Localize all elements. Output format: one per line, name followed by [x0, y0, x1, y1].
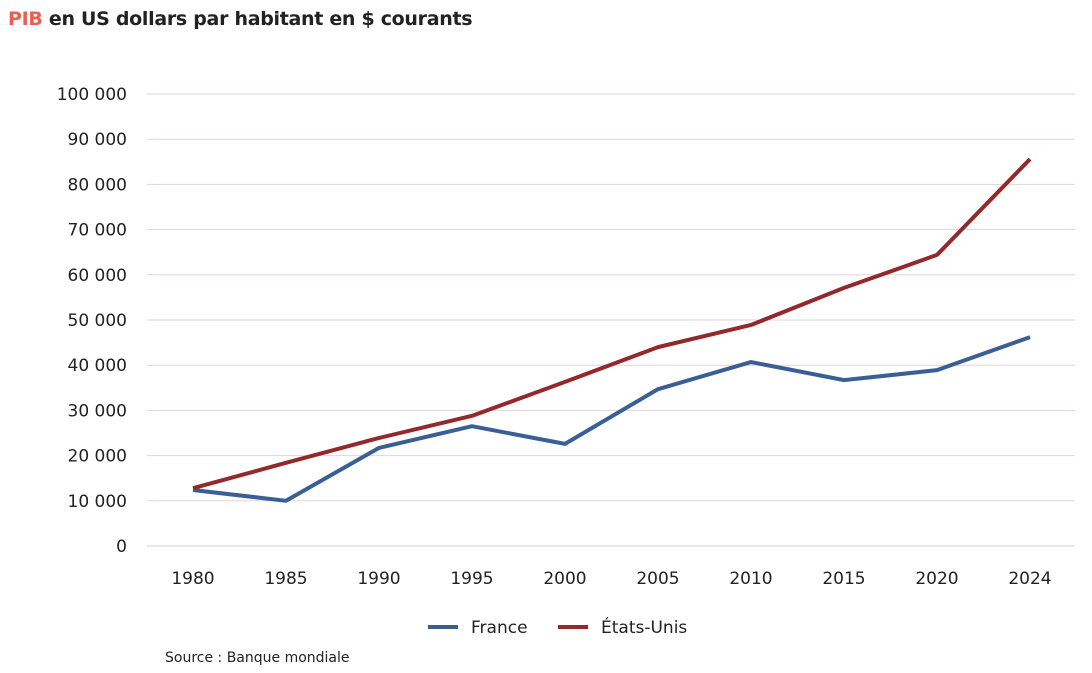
x-tick-label: 1980 [171, 569, 214, 589]
y-tick-label: 10 000 [68, 492, 127, 512]
y-tick-label: 100 000 [57, 85, 127, 105]
y-tick-label: 90 000 [68, 130, 127, 150]
y-tick-label: 60 000 [68, 266, 127, 286]
x-tick-label: 2000 [543, 569, 586, 589]
legend-label: États-Unis [601, 616, 687, 638]
series-line-états-unis [192, 157, 1032, 491]
y-tick-label: 0 [116, 537, 127, 557]
y-tick-label: 40 000 [68, 356, 127, 376]
y-tick-label: 20 000 [68, 447, 127, 467]
y-tick-label: 30 000 [68, 401, 127, 421]
x-tick-label: 1995 [450, 569, 493, 589]
series-line-france [192, 335, 1031, 503]
x-tick-label: 1990 [357, 569, 400, 589]
x-tick-label: 2024 [1008, 569, 1051, 589]
y-tick-label: 50 000 [68, 311, 127, 331]
chart-title: PIB en US dollars par habitant en $ cour… [8, 8, 473, 30]
y-tick-label: 70 000 [68, 221, 127, 241]
y-tick-label: 80 000 [68, 175, 127, 195]
source-note: Source : Banque mondiale [165, 650, 350, 666]
x-tick-label: 2015 [822, 569, 865, 589]
x-tick-label: 2020 [915, 569, 958, 589]
legend-label: France [471, 618, 528, 638]
x-tick-label: 2010 [729, 569, 772, 589]
title-text: en US dollars par habitant en $ courants [48, 8, 473, 30]
x-tick-label: 1985 [264, 569, 307, 589]
x-tick-label: 2005 [636, 569, 679, 589]
title-highlight: PIB [8, 8, 43, 30]
